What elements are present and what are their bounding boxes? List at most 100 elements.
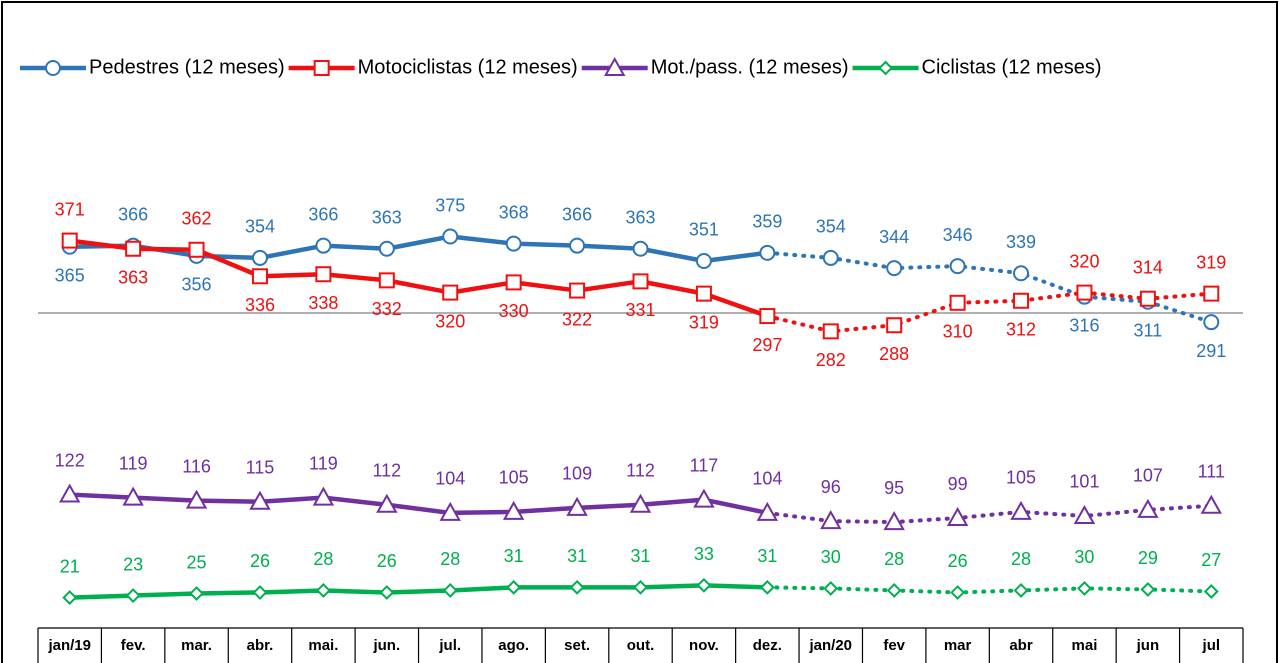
data-label: 119 [119, 453, 148, 473]
marker [378, 240, 395, 257]
x-tick-label: jan/19 [47, 637, 91, 654]
data-label: 26 [377, 551, 397, 571]
data-label: 366 [308, 204, 338, 224]
data-label: 119 [309, 453, 338, 473]
data-label: 312 [1006, 320, 1036, 340]
x-tick-label: mar. [181, 637, 212, 654]
data-label: 331 [625, 300, 655, 320]
data-label: 117 [690, 455, 719, 475]
marker [251, 268, 268, 285]
marker [125, 240, 142, 257]
data-label: 291 [1196, 341, 1226, 361]
line-projection [765, 250, 1214, 325]
marker [632, 240, 649, 257]
marker [378, 272, 395, 289]
marker [442, 284, 459, 301]
marker [822, 249, 839, 266]
marker [315, 237, 332, 254]
x-tick-label: abr [1009, 637, 1033, 654]
data-label: 29 [1138, 548, 1158, 568]
data-label: 282 [816, 350, 846, 370]
marker [822, 323, 839, 340]
line-projection [765, 290, 1214, 334]
data-label: 31 [630, 546, 650, 566]
marker [505, 274, 522, 291]
marker [1076, 284, 1093, 301]
marker [442, 228, 459, 245]
line-projection [765, 503, 1214, 525]
marker [759, 308, 776, 325]
data-label: 371 [55, 199, 85, 219]
series: 371 363 362 336 338 332 320 330 322 331 319 297 282 2… [55, 199, 1227, 370]
marker [1010, 500, 1032, 520]
data-label: 366 [118, 204, 148, 224]
marker [695, 252, 712, 269]
data-label: 107 [1133, 466, 1163, 486]
marker [603, 56, 626, 76]
data-label: 344 [879, 227, 909, 247]
data-label: 104 [435, 469, 465, 489]
data-label: 375 [435, 195, 465, 215]
data-label: 28 [313, 549, 333, 569]
marker [249, 490, 271, 510]
marker [695, 285, 712, 302]
marker [566, 496, 588, 516]
x-tick-label: jan/20 [808, 637, 852, 654]
x-tick-label: fev. [121, 637, 146, 654]
line-projection [765, 585, 1214, 595]
marker [61, 232, 78, 249]
data-label: 26 [948, 551, 968, 571]
data-label: 105 [1006, 468, 1036, 488]
marker [632, 273, 649, 290]
marker [312, 486, 335, 506]
data-label: 28 [884, 549, 904, 569]
marker [693, 488, 715, 508]
data-label: 330 [499, 301, 529, 321]
line [67, 583, 770, 600]
marker [886, 583, 902, 598]
marker [62, 590, 78, 605]
data-label: 27 [1201, 550, 1221, 570]
marker [759, 244, 776, 261]
line [67, 492, 770, 516]
marker [1013, 292, 1030, 309]
marker [502, 500, 525, 520]
marker [1137, 498, 1159, 518]
data-label: 368 [499, 202, 529, 222]
data-label: 30 [1074, 547, 1094, 567]
data-label: 311 [1134, 321, 1163, 341]
data-label: 320 [435, 311, 465, 331]
x-tick-label: mar [944, 637, 972, 654]
series: 122 119 116 115 119 112 104 105 109 112 117 104 96 95… [55, 450, 1225, 531]
marker [125, 588, 141, 603]
marker [376, 493, 398, 513]
marker [315, 583, 331, 598]
data-label: 297 [752, 335, 782, 355]
x-tick-label: mai [1072, 637, 1098, 654]
data-label: 363 [625, 207, 655, 227]
x-tick-label: jun. [372, 637, 400, 654]
data-label: 346 [943, 225, 973, 245]
data-label: 319 [1196, 252, 1226, 272]
x-tick-label: abr. [247, 637, 274, 654]
marker [1013, 583, 1029, 598]
marker [45, 60, 61, 76]
data-label: 351 [689, 220, 719, 240]
marker [1077, 580, 1092, 596]
legend-label: Motociclistas (12 meses) [358, 56, 578, 78]
data-label: 115 [246, 457, 275, 477]
data-label: 105 [499, 468, 529, 488]
marker [252, 585, 268, 600]
legend-label: Pedestres (12 meses) [89, 56, 285, 78]
data-label: 26 [250, 551, 270, 571]
data-label: 314 [1133, 257, 1163, 277]
marker [878, 60, 893, 76]
data-label: 25 [187, 552, 207, 572]
marker [949, 258, 966, 275]
data-label: 112 [372, 461, 401, 481]
marker [696, 577, 712, 593]
data-label: 288 [879, 344, 909, 364]
data-label: 28 [440, 549, 460, 569]
